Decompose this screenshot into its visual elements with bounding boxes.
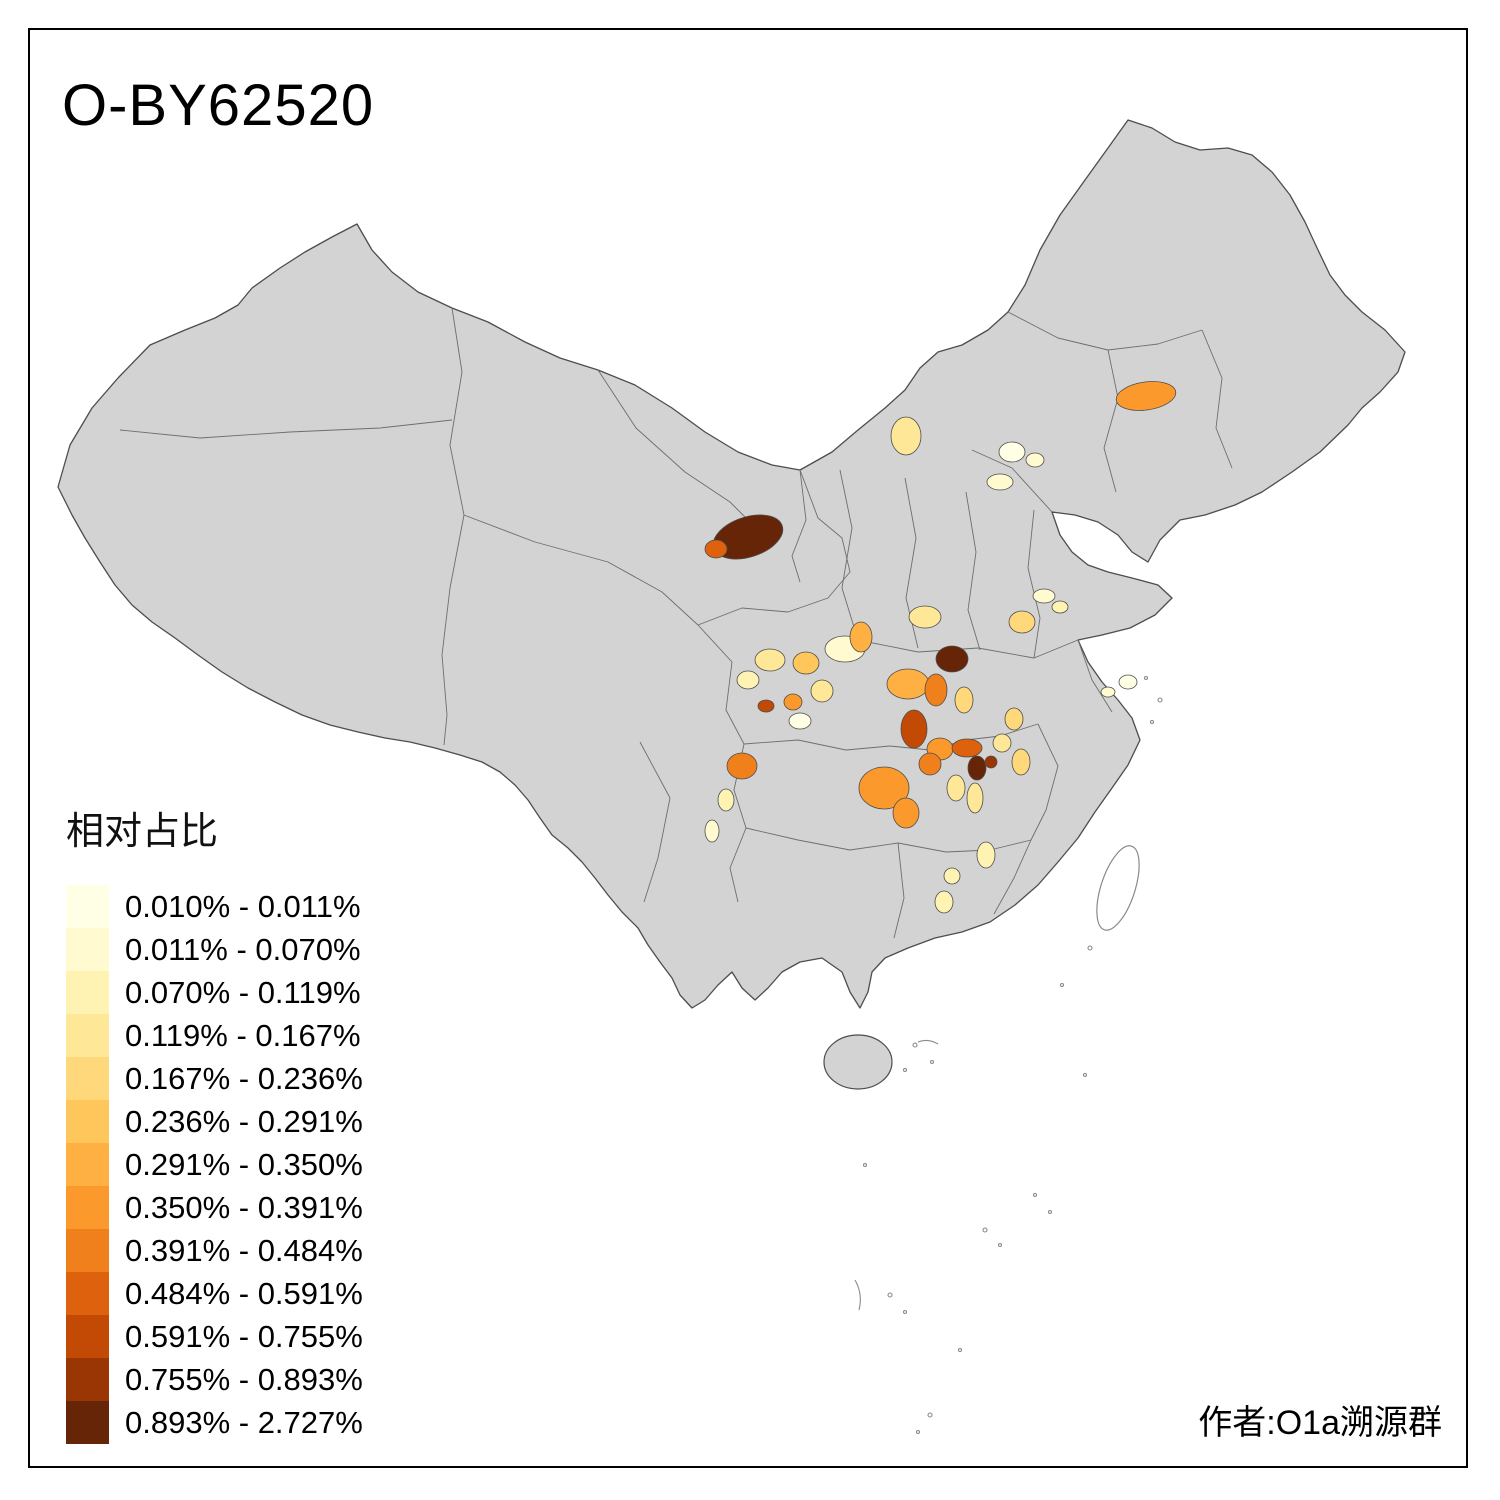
legend-swatch xyxy=(66,971,109,1014)
legend-item: 0.070% - 0.119% xyxy=(66,971,426,1014)
legend-label: 0.291% - 0.350% xyxy=(125,1146,363,1182)
map-region-patch xyxy=(967,755,987,781)
map-region-patch xyxy=(998,441,1026,463)
legend-item: 0.350% - 0.391% xyxy=(66,1186,426,1229)
map-region-patch xyxy=(943,867,961,885)
legend-label: 0.391% - 0.484% xyxy=(125,1232,363,1268)
legend-label: 0.350% - 0.391% xyxy=(125,1189,363,1225)
legend-swatch xyxy=(66,1014,109,1057)
legend-label: 0.167% - 0.236% xyxy=(125,1060,363,1096)
legend-swatch xyxy=(66,1057,109,1100)
map-region-patch xyxy=(849,621,873,653)
map-region-patch xyxy=(704,539,728,559)
map-region-patch xyxy=(918,752,942,776)
china-mainland xyxy=(57,119,1406,1009)
map-region-patch xyxy=(976,841,996,869)
map-region-patch xyxy=(1118,674,1138,690)
legend-label: 0.755% - 0.893% xyxy=(125,1361,363,1397)
legend-item: 0.484% - 0.591% xyxy=(66,1272,426,1315)
map-region-patch xyxy=(792,651,820,675)
map-region-patch xyxy=(754,648,786,672)
map-region-patch xyxy=(924,673,948,707)
page-title: O-BY62520 xyxy=(62,73,375,138)
legend-swatch xyxy=(66,928,109,971)
map-region-patch xyxy=(984,755,998,769)
map-region-patch xyxy=(1025,452,1045,468)
map-region-patch xyxy=(783,693,803,711)
legend-item: 0.291% - 0.350% xyxy=(66,1143,426,1186)
legend-items: 0.010% - 0.011% 0.011% - 0.070% 0.070% - 0… xyxy=(66,885,426,1444)
choropleth-patches xyxy=(704,381,1177,914)
legend-label: 0.484% - 0.591% xyxy=(125,1275,363,1311)
legend-label: 0.591% - 0.755% xyxy=(125,1318,363,1354)
legend-label: 0.010% - 0.011% xyxy=(125,888,361,924)
map-region-patch xyxy=(726,752,758,780)
map-region-patch xyxy=(810,679,834,703)
legend-label: 0.011% - 0.070% xyxy=(125,931,361,967)
map-region-patch xyxy=(1100,686,1116,698)
credit-text: 作者:O1a溯源群 xyxy=(1198,1404,1442,1442)
legend-swatch xyxy=(66,1100,109,1143)
legend-label: 0.893% - 2.727% xyxy=(125,1404,363,1440)
legend-item: 0.010% - 0.011% xyxy=(66,885,426,928)
map-region-patch xyxy=(736,670,760,690)
legend-swatch xyxy=(66,885,109,928)
map-region-patch xyxy=(986,473,1014,491)
legend-swatch xyxy=(66,1315,109,1358)
legend-swatch xyxy=(66,1358,109,1401)
map-region-patch xyxy=(704,819,720,843)
map-region-patch xyxy=(717,788,735,812)
map-region-patch xyxy=(892,797,920,829)
legend-swatch xyxy=(66,1229,109,1272)
map-region-patch xyxy=(1011,748,1031,776)
legend-item: 0.236% - 0.291% xyxy=(66,1100,426,1143)
legend-item: 0.391% - 0.484% xyxy=(66,1229,426,1272)
map-region-patch xyxy=(966,782,984,814)
legend-item: 0.011% - 0.070% xyxy=(66,928,426,971)
legend-item: 0.119% - 0.167% xyxy=(66,1014,426,1057)
taiwan-island xyxy=(1096,845,1140,931)
map-region-patch xyxy=(1051,600,1069,614)
map-region-patch xyxy=(1032,588,1056,604)
map-region-patch xyxy=(858,766,910,810)
map-region-patch xyxy=(788,712,812,730)
legend-swatch xyxy=(66,1186,109,1229)
map-region-patch xyxy=(992,733,1012,753)
legend-item: 0.167% - 0.236% xyxy=(66,1057,426,1100)
map-region-patch xyxy=(934,890,954,914)
legend-item: 0.755% - 0.893% xyxy=(66,1358,426,1401)
map-region-patch xyxy=(954,686,974,714)
hainan-island xyxy=(823,1034,893,1090)
south-china-sea-islets xyxy=(854,675,1163,1435)
legend-swatch xyxy=(66,1401,109,1444)
map-region-patch xyxy=(900,709,928,749)
legend-label: 0.119% - 0.167% xyxy=(125,1017,361,1053)
legend-item: 0.893% - 2.727% xyxy=(66,1401,426,1444)
legend: 相对占比 0.010% - 0.011% 0.011% - 0.070% 0.070… xyxy=(66,800,426,1444)
map-region-patch xyxy=(946,774,966,802)
legend-item: 0.591% - 0.755% xyxy=(66,1315,426,1358)
legend-label: 0.236% - 0.291% xyxy=(125,1103,363,1139)
map-region-patch xyxy=(886,668,930,700)
map-region-patch xyxy=(935,645,969,673)
map-region-patch xyxy=(1115,381,1177,411)
map-region-patch xyxy=(908,605,942,629)
legend-label: 0.070% - 0.119% xyxy=(125,974,361,1010)
map-region-patch xyxy=(890,416,922,456)
map-region-patch xyxy=(1008,610,1036,634)
map-region-patch xyxy=(757,699,775,713)
map-region-patch xyxy=(951,738,983,758)
map-region-patch xyxy=(1004,707,1024,731)
legend-swatch xyxy=(66,1272,109,1315)
legend-title: 相对占比 xyxy=(66,811,219,853)
legend-swatch xyxy=(66,1143,109,1186)
